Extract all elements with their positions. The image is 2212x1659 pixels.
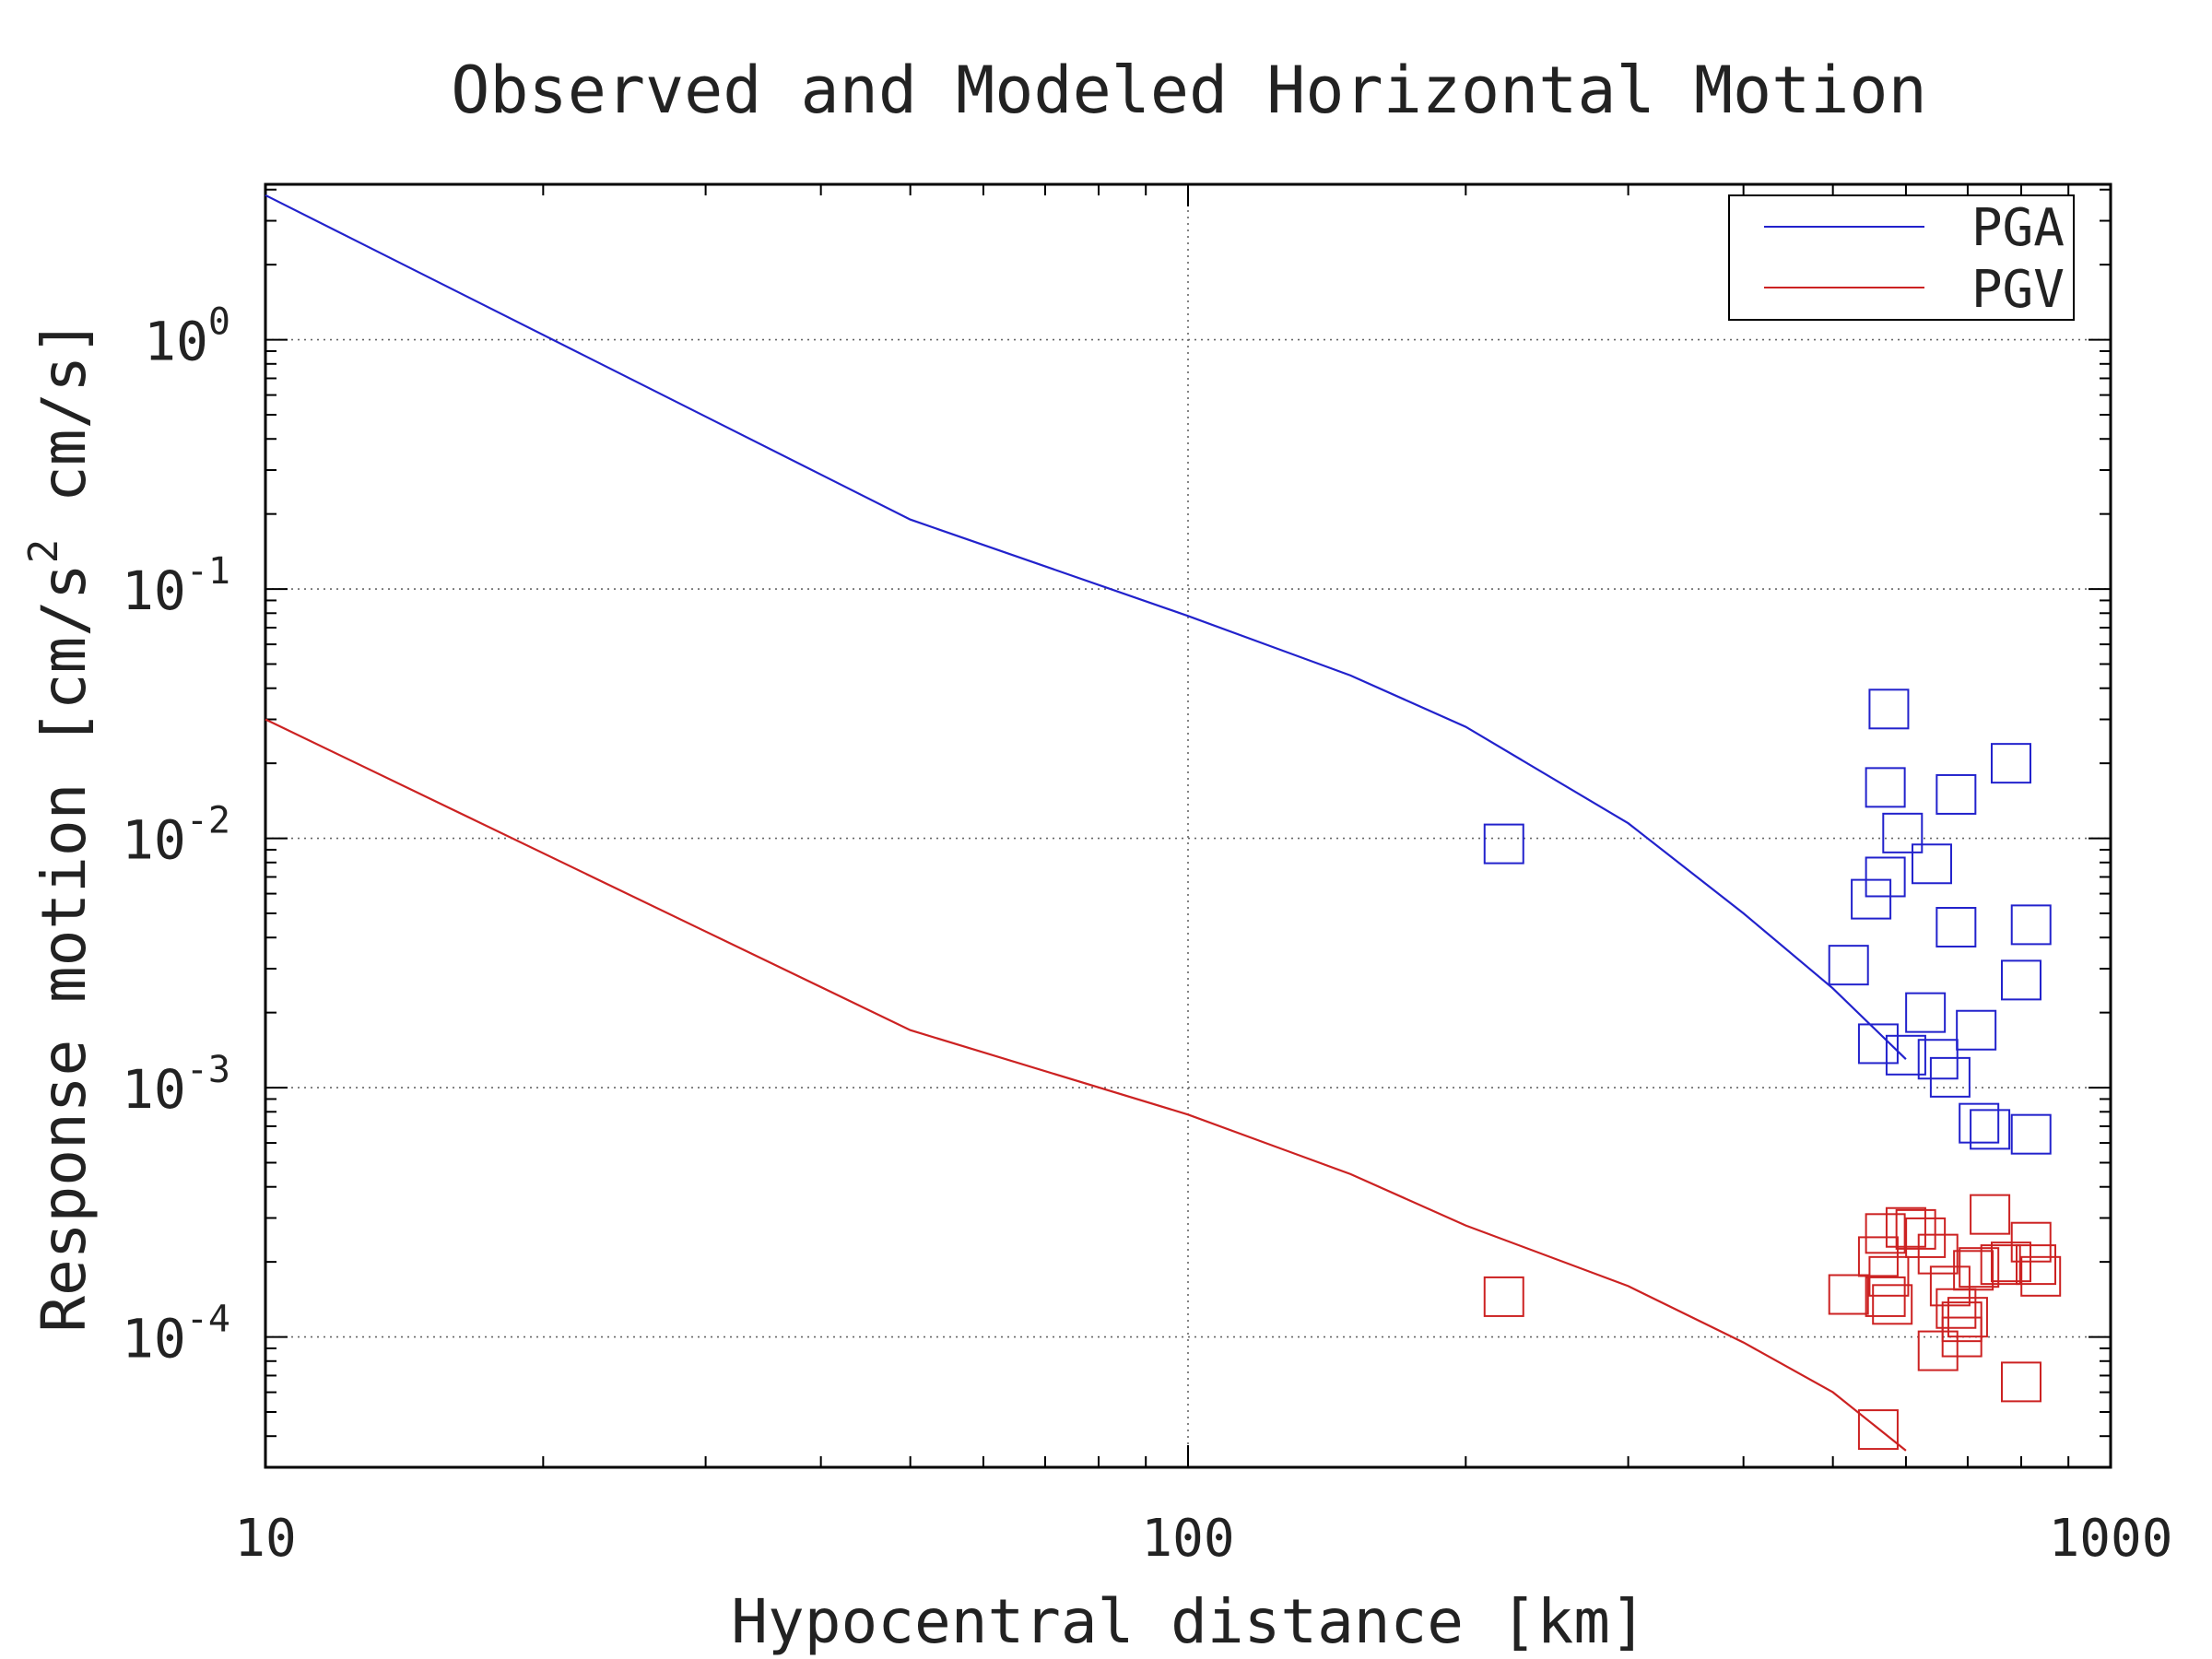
series-pga [265, 194, 2052, 1155]
plot-area [264, 182, 2112, 1469]
pga-observed-point [1865, 856, 1906, 898]
x-tick-label: 100 [1141, 1509, 1234, 1569]
pgv-observed-point [2020, 1255, 2062, 1297]
y-tick-label-base: 10 [122, 1058, 186, 1121]
pgv-observed-point [1895, 1208, 1936, 1250]
pgv-observed-point [1980, 1244, 2021, 1286]
y-tick-label: 10-4 [122, 1299, 230, 1371]
y-axis-label-superscript: 2 [20, 539, 67, 564]
pga-observed-point [1956, 1009, 1997, 1051]
y-tick-label: 100 [144, 301, 230, 373]
legend: PGA PGV [1728, 194, 2075, 321]
pga-observed-point [2010, 1113, 2052, 1155]
pga-observed-point [1936, 907, 1977, 948]
pgv-observed-point [1917, 1233, 1959, 1275]
grid [265, 184, 2111, 1467]
legend-label-pgv: PGV [1971, 260, 2065, 320]
pgv-observed-point [2015, 1244, 2056, 1286]
y-tick-label: 10-1 [122, 550, 230, 622]
pga-observed-point [1936, 773, 1977, 815]
y-tick-label-base: 10 [144, 311, 208, 373]
pga-observed-point [2000, 959, 2041, 1001]
pgv-observed-point [1865, 1276, 1906, 1317]
pgv-observed-point [1865, 1213, 1906, 1254]
y-axis-label-part-2: cm/s] [29, 319, 100, 538]
y-tick-label: 10-3 [122, 1049, 230, 1121]
pgv-observed-point [1483, 1276, 1524, 1317]
x-tick-label: 10 [234, 1509, 296, 1569]
minor-ticks [265, 184, 2112, 1468]
pga-observed-point [1959, 1102, 2000, 1144]
pga-observed-point [1911, 843, 1952, 885]
y-tick-label-base: 10 [122, 559, 186, 622]
pga-observed-point [1882, 812, 1924, 853]
y-tick-label-exponent: -2 [186, 800, 230, 842]
pga-observed-point [1828, 945, 1869, 986]
pgv-observed-point [1941, 1316, 1983, 1358]
pga-observed-point [1917, 1039, 1959, 1080]
chart-title: Observed and Modeled Horizontal Motion [451, 53, 1926, 128]
pga-observed-point [1929, 1056, 1971, 1098]
y-axis-label: Response motion [cm/s2 cm/s] [20, 319, 100, 1332]
pgv-observed-point [1917, 1330, 1959, 1371]
y-tick-label: 10-2 [122, 800, 230, 872]
x-axis-label: Hypocentral distance [km] [731, 1586, 1646, 1657]
pga-model-line [265, 194, 1907, 1060]
series-pgv [265, 718, 2062, 1452]
pgv-observed-point [1828, 1274, 1869, 1315]
pga-observed-point [1483, 823, 1524, 865]
pgv-model-line [265, 718, 1907, 1452]
legend-box [1728, 194, 2075, 321]
pgv-observed-point [1905, 1217, 1947, 1258]
pga-observed-point [1970, 1109, 2011, 1150]
y-tick-label-exponent: -1 [186, 550, 230, 593]
y-tick-label-base: 10 [122, 809, 186, 872]
pgv-observed-point [2000, 1361, 2041, 1403]
pgv-observed-point [1868, 1255, 1910, 1297]
pga-observed-point [1990, 743, 2031, 784]
pgv-observed-point [2010, 1221, 2052, 1263]
pgv-observed-point [1872, 1284, 1913, 1325]
pgv-observed-point [1953, 1250, 1994, 1291]
pga-observed-point [1905, 992, 1947, 1033]
pgv-observed-point [1857, 1409, 1899, 1451]
y-tick-label-exponent: 0 [208, 301, 230, 344]
series-layer [265, 194, 2062, 1452]
pgv-observed-point [1970, 1194, 2011, 1235]
pga-observed-point [1865, 767, 1906, 808]
pga-observed-point [1851, 878, 1892, 920]
pga-observed-point [1857, 1023, 1899, 1065]
x-tick-label: 1000 [2049, 1509, 2173, 1569]
x-tick-labels: 10 100 1000 [234, 1509, 2172, 1569]
y-axis-label-part-1: Response motion [cm/s [29, 563, 100, 1332]
y-tick-label-base: 10 [122, 1308, 186, 1371]
y-tick-label-exponent: -3 [186, 1049, 230, 1091]
legend-label-pga: PGA [1971, 198, 2065, 258]
pga-observed-point [1868, 688, 1910, 730]
pga-observed-point [2010, 904, 2052, 946]
pga-observed-point [1885, 1034, 1926, 1076]
pgv-observed-point [1959, 1247, 2000, 1288]
y-tick-label-exponent: -4 [186, 1299, 230, 1341]
